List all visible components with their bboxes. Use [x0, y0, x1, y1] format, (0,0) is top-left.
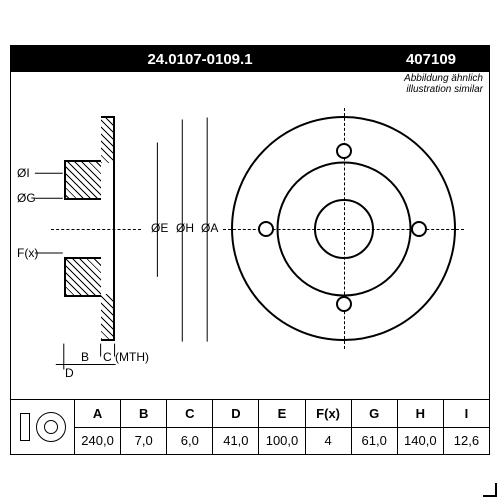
bolt-hole [336, 296, 352, 312]
val-D: 41,0 [213, 428, 259, 455]
table-value-row: 240,0 7,0 6,0 41,0 100,0 4 61,0 140,0 12… [75, 428, 489, 455]
diagram-canvas: 24.0107-0109.1 407109 Abbildung ähnlich … [10, 45, 490, 455]
col-B: B [121, 400, 167, 427]
disc-face-view [231, 116, 456, 341]
val-Fx: 4 [306, 428, 352, 455]
table-header-row: A B C D E F(x) G H I [75, 400, 489, 428]
col-I: I [444, 400, 489, 427]
val-A: 240,0 [75, 428, 121, 455]
col-C: C [167, 400, 213, 427]
subhead-line2: illustration similar [404, 84, 483, 95]
bolt-hole [411, 221, 427, 237]
col-Fx: F(x) [306, 400, 352, 427]
part-number: 24.0107-0109.1 [19, 51, 381, 68]
val-H: 140,0 [398, 428, 444, 455]
drawing-area: ØI ØG F(x) ØE ØH ØA B C (MTH) D [11, 96, 489, 398]
col-H: H [398, 400, 444, 427]
part-code: 407109 [381, 51, 481, 68]
val-E: 100,0 [259, 428, 305, 455]
col-E: E [259, 400, 305, 427]
dimension-table: A B C D E F(x) G H I 240,0 7,0 6,0 41,0 … [11, 399, 489, 454]
disc-bore-circle [314, 199, 374, 259]
val-G: 61,0 [352, 428, 398, 455]
col-G: G [352, 400, 398, 427]
header-bar: 24.0107-0109.1 407109 [11, 46, 489, 72]
col-A: A [75, 400, 121, 427]
rotor-icon [11, 400, 75, 454]
val-C: 6,0 [167, 428, 213, 455]
crop-mark-br [483, 483, 497, 497]
val-B: 7,0 [121, 428, 167, 455]
table-grid: A B C D E F(x) G H I 240,0 7,0 6,0 41,0 … [75, 400, 489, 454]
subhead-line1: Abbildung ähnlich [404, 73, 483, 84]
bolt-hole [336, 143, 352, 159]
subhead: Abbildung ähnlich illustration similar [404, 73, 483, 95]
val-I: 12,6 [444, 428, 489, 455]
bolt-hole [258, 221, 274, 237]
col-D: D [213, 400, 259, 427]
